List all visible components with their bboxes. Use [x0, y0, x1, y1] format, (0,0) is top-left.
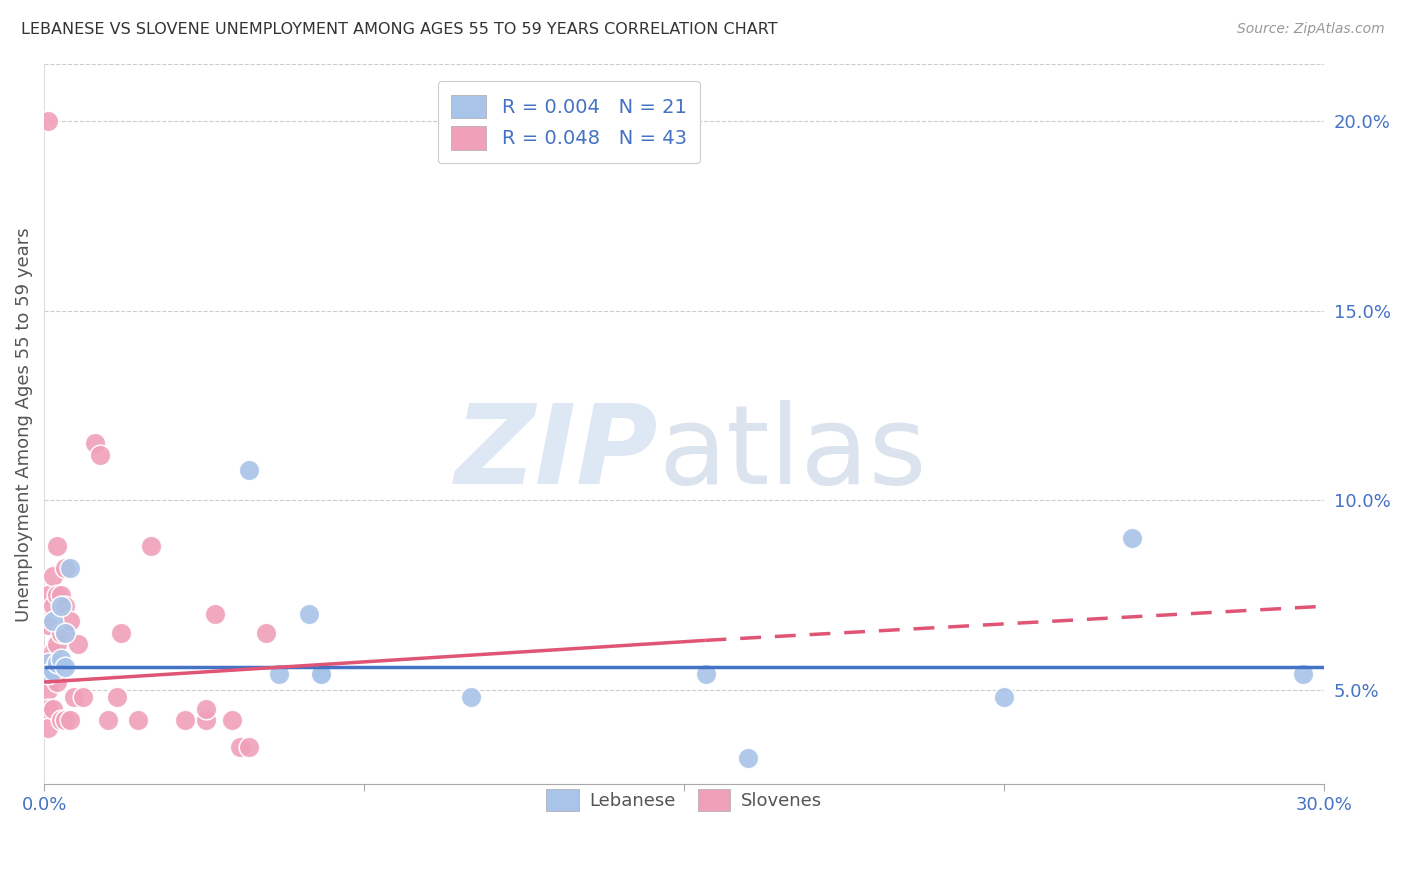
Point	[127, 713, 149, 727]
Point	[110, 625, 132, 640]
Point	[45, 539, 67, 553]
Point	[311, 667, 333, 681]
Point	[298, 607, 321, 621]
Point	[37, 588, 59, 602]
Point	[55, 561, 77, 575]
Point	[37, 664, 59, 678]
Point	[41, 701, 63, 715]
Point	[37, 701, 59, 715]
Point	[51, 713, 73, 727]
Point	[695, 667, 717, 681]
Point	[55, 599, 77, 614]
Point	[1121, 531, 1143, 545]
Point	[41, 569, 63, 583]
Point	[45, 588, 67, 602]
Point	[229, 739, 252, 754]
Text: LEBANESE VS SLOVENE UNEMPLOYMENT AMONG AGES 55 TO 59 YEARS CORRELATION CHART: LEBANESE VS SLOVENE UNEMPLOYMENT AMONG A…	[21, 22, 778, 37]
Point	[105, 690, 128, 705]
Point	[993, 690, 1015, 705]
Point	[37, 667, 59, 681]
Point	[67, 637, 90, 651]
Point	[267, 667, 290, 681]
Point	[55, 625, 77, 640]
Point	[174, 713, 197, 727]
Point	[139, 539, 162, 553]
Point	[37, 618, 59, 632]
Point	[1292, 667, 1315, 681]
Point	[97, 713, 120, 727]
Point	[45, 656, 67, 670]
Point	[51, 652, 73, 666]
Point	[89, 448, 111, 462]
Point	[84, 436, 107, 450]
Point	[41, 645, 63, 659]
Point	[41, 664, 63, 678]
Text: Source: ZipAtlas.com: Source: ZipAtlas.com	[1237, 22, 1385, 37]
Text: atlas: atlas	[658, 400, 927, 507]
Point	[37, 682, 59, 697]
Point	[45, 637, 67, 651]
Point	[59, 713, 82, 727]
Point	[195, 701, 218, 715]
Point	[41, 615, 63, 629]
Point	[45, 675, 67, 690]
Point	[221, 713, 243, 727]
Legend: Lebanese, Slovenes: Lebanese, Slovenes	[531, 775, 837, 826]
Point	[238, 739, 260, 754]
Point	[460, 690, 482, 705]
Point	[72, 690, 94, 705]
Point	[37, 721, 59, 735]
Point	[254, 625, 277, 640]
Point	[51, 625, 73, 640]
Point	[37, 114, 59, 128]
Point	[59, 615, 82, 629]
Point	[41, 599, 63, 614]
Point	[737, 751, 759, 765]
Point	[311, 667, 333, 681]
Point	[195, 713, 218, 727]
Point	[238, 463, 260, 477]
Point	[204, 607, 226, 621]
Point	[59, 561, 82, 575]
Point	[41, 667, 63, 681]
Y-axis label: Unemployment Among Ages 55 to 59 years: Unemployment Among Ages 55 to 59 years	[15, 227, 32, 622]
Point	[63, 690, 86, 705]
Point	[55, 713, 77, 727]
Point	[55, 660, 77, 674]
Point	[55, 625, 77, 640]
Point	[51, 599, 73, 614]
Point	[51, 588, 73, 602]
Text: ZIP: ZIP	[456, 400, 658, 507]
Point	[37, 656, 59, 670]
